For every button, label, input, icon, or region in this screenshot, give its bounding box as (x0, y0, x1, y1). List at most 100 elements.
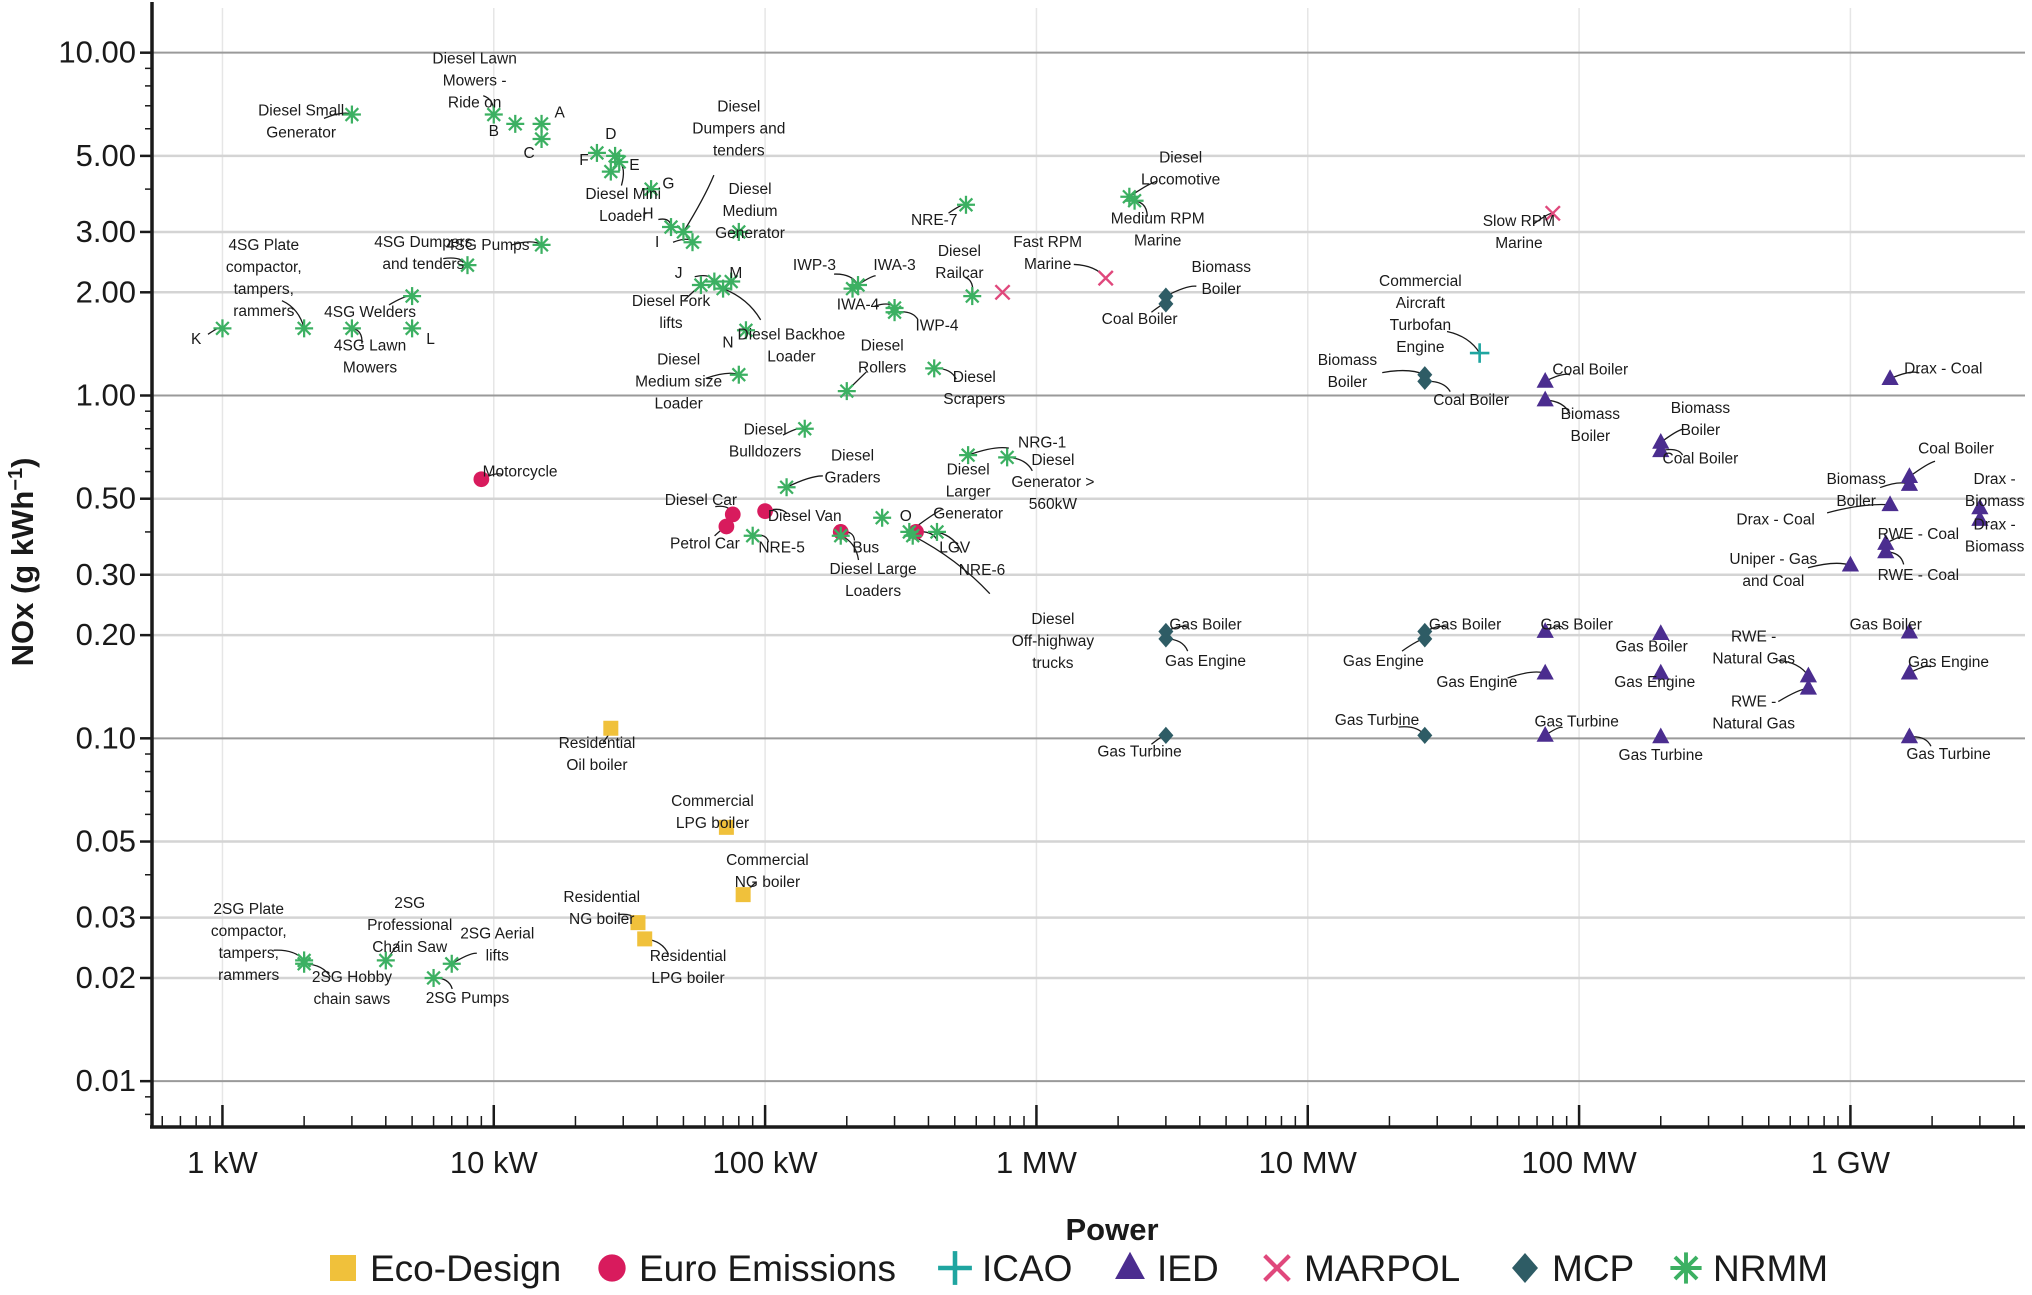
nrmm-point-48 (295, 954, 314, 973)
point-label: K (191, 331, 202, 348)
mcp-point-9 (1417, 726, 1433, 745)
x-tick-label: 10 kW (450, 1145, 539, 1180)
nrmm-point-10 (683, 233, 702, 252)
ied-point-17 (1900, 475, 1919, 491)
point-label: Fast RPM Marine (1013, 234, 1082, 273)
point-label: 2SG Hobby chain saws (312, 969, 392, 1008)
marpol-point-0 (1544, 205, 1561, 222)
point-label: Gas Boiler (1429, 616, 1501, 633)
nrmm-point-33 (837, 382, 856, 401)
point-label: IWA-4 (837, 297, 880, 314)
point-label: Diesel Backhoe Loader (738, 326, 846, 365)
legend-marker-marpol (1263, 1254, 1291, 1282)
euro-emissions-point-0 (473, 471, 490, 488)
point-label: Diesel Off-highway trucks (1012, 611, 1095, 672)
eco-design-point-1 (718, 819, 734, 835)
point-label: Commercial NG boiler (726, 852, 809, 891)
nrmm-point-39 (873, 508, 892, 527)
legend: Eco-Design Euro Emissions ICAO IED MARPOL MCP… (330, 1248, 1828, 1289)
nrmm-point-50 (442, 954, 461, 973)
nrmm-point-24 (674, 222, 693, 241)
nrmm-point-51 (424, 968, 443, 987)
point-label: D (605, 126, 616, 143)
point-label: LGV (939, 540, 971, 557)
point-label: Diesel Scrapers (943, 369, 1005, 408)
mcp-point-1 (1158, 295, 1174, 313)
point-label: I (655, 234, 659, 251)
point-label: IWP-3 (793, 257, 836, 274)
point-label: 2SG Plate compactor, tampers, rammers (211, 901, 287, 984)
nrmm-point-15 (295, 319, 314, 338)
eco-design-point-3 (630, 915, 646, 931)
point-label: M (729, 265, 742, 282)
legend-label: Eco-Design (370, 1248, 561, 1289)
x-tick-label: 100 MW (1521, 1145, 1637, 1180)
point-label: A (555, 104, 566, 121)
nrmm-point-49 (376, 951, 395, 970)
label-leader-line (912, 535, 991, 595)
point-label: Biomass Boiler (1561, 406, 1621, 445)
ied-point-9 (1652, 727, 1670, 744)
point-label: H (642, 205, 653, 222)
point-label: IWA-3 (873, 257, 915, 274)
point-label: Drax - Coal (1736, 511, 1814, 528)
point-label: Biomass Boiler (1192, 259, 1252, 298)
nrmm-point-12 (458, 256, 477, 275)
nrmm-point-1 (484, 105, 503, 124)
legend-marker-eco-design (330, 1255, 356, 1281)
axes: 10.00 5.00 3.00 2.00 1.00 0.50 0.30 0.20 0.10 0.0… (58, 2, 2025, 1180)
point-label: Diesel Rollers (858, 337, 906, 376)
point-label: Commercial Aircraft Turbofan Engine (1379, 273, 1462, 356)
point-label: 4SG Welders (324, 304, 416, 321)
label-leader-line (682, 174, 715, 233)
point-label: Diesel Small Generator (258, 102, 344, 141)
x-tick-label: 1 MW (996, 1145, 1078, 1180)
ied-point-18 (1971, 498, 1989, 515)
point-label: Medium RPM Marine (1111, 210, 1205, 249)
ied-point-16 (1900, 467, 1919, 483)
icao-point-0 (1469, 343, 1490, 363)
x-tick-label: 1 kW (187, 1145, 258, 1180)
euro-emissions-point-2 (757, 503, 773, 519)
legend-marker-ied (1115, 1251, 1145, 1280)
y-tick-label: 5.00 (76, 138, 136, 173)
legend-marker-euro-emissions (598, 1254, 626, 1282)
point-label: Diesel Medium Generator (715, 181, 785, 242)
point-label: Petrol Car (670, 536, 740, 553)
x-tick-label: 1 GW (1811, 1145, 1891, 1180)
point-label: Motorcycle (483, 464, 558, 481)
point-label: Commercial LPG boiler (671, 793, 754, 832)
point-label: 2SG Professional Chain Saw (367, 895, 452, 956)
y-tick-label: 0.05 (76, 824, 136, 859)
y-tick-label: 0.20 (76, 617, 136, 652)
grid-lines (152, 8, 2025, 1127)
point-label: Gas Turbine (1619, 747, 1703, 764)
point-label: 2SG Pumps (426, 990, 510, 1007)
point-label: Gas Boiler (1169, 616, 1241, 633)
point-label: E (629, 157, 639, 174)
y-tick-label: 0.30 (76, 557, 136, 592)
nrmm-point-36 (777, 478, 796, 497)
point-label: Bus (852, 540, 879, 557)
point-label: Diesel Graders (825, 448, 881, 487)
label-leaders (207, 95, 1936, 990)
nrmm-point-30 (885, 303, 904, 322)
eco-design-point-2 (735, 887, 751, 903)
point-label: Drax - Coal (1904, 360, 1982, 377)
point-label: Gas Turbine (1097, 744, 1181, 761)
point-label: Residential Oil boiler (559, 735, 636, 774)
ied-point-14 (1877, 542, 1895, 559)
point-label: NRE-6 (959, 562, 1006, 579)
point-label: N (722, 334, 733, 351)
nrmm-point-2 (506, 114, 525, 133)
point-label: RWE - Coal (1878, 526, 1960, 543)
x-tick-label: 10 MW (1259, 1145, 1358, 1180)
nrmm-point-11 (532, 235, 551, 254)
point-label: Diesel Generator >560kW (1011, 452, 1094, 513)
point-label: Biomass Boiler (1671, 400, 1731, 439)
nrmm-point-46 (1125, 191, 1144, 210)
point-label: O (900, 508, 912, 525)
point-label: Diesel Dumpers and tenders (692, 99, 785, 160)
point-label: Gas Engine (1436, 674, 1517, 691)
